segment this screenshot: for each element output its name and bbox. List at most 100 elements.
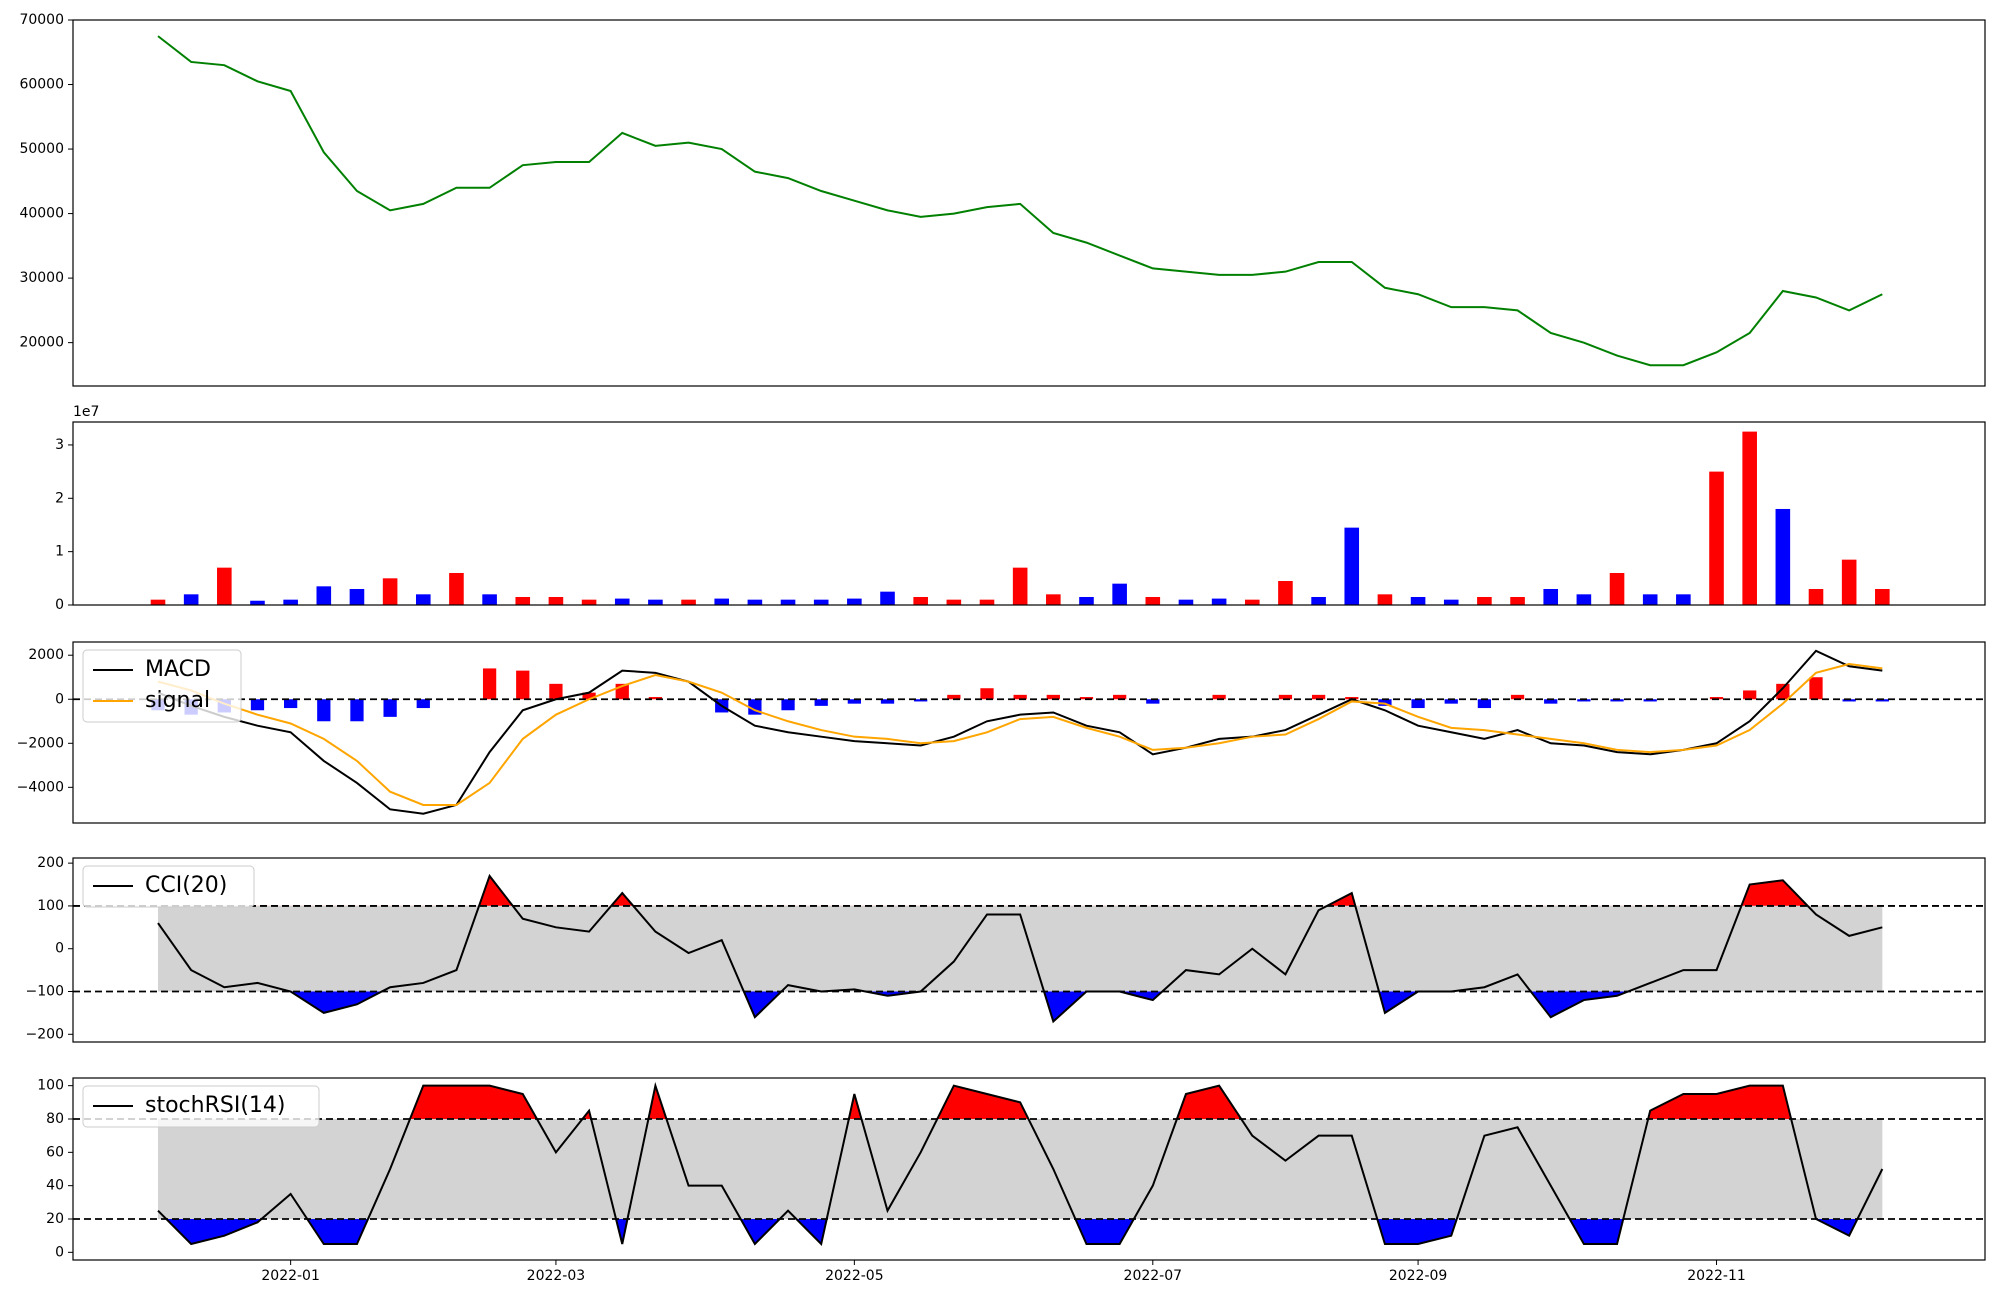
x-tick-label: 2022-11 bbox=[1687, 1268, 1746, 1284]
x-tick-label: 2022-05 bbox=[825, 1268, 884, 1284]
bar bbox=[780, 599, 796, 605]
histogram-bar bbox=[582, 692, 596, 700]
panel: −200 −100 0 100 200 CCI(20) bbox=[26, 855, 1986, 1043]
histogram-bar bbox=[781, 699, 795, 711]
line bbox=[157, 873, 1883, 1024]
histogram-bar bbox=[1411, 699, 1425, 709]
bar bbox=[1709, 471, 1724, 605]
histogram-bar bbox=[416, 699, 430, 709]
line bbox=[157, 649, 1883, 815]
y-tick-label: −100 bbox=[26, 984, 64, 1000]
histogram-bar bbox=[1577, 699, 1591, 702]
y-tick-label: 2000 bbox=[28, 647, 64, 663]
histogram-bar bbox=[1311, 694, 1326, 700]
bar bbox=[913, 596, 928, 605]
bar bbox=[1079, 596, 1094, 605]
bar bbox=[1443, 599, 1459, 605]
histogram-bar bbox=[549, 683, 563, 700]
bar bbox=[1775, 508, 1791, 605]
histogram-bar bbox=[1809, 677, 1823, 700]
y-tick-label: 40000 bbox=[19, 206, 64, 222]
panel: −4000 −2000 0 2000 MACD signal bbox=[17, 641, 1986, 824]
band-fill bbox=[158, 1119, 1883, 1219]
bar bbox=[880, 591, 895, 605]
y-tick-label: 2 bbox=[55, 490, 64, 506]
y-tick-label: 200 bbox=[37, 855, 64, 871]
panel: 0 1 2 3 1e7 bbox=[55, 404, 1986, 613]
y-tick-label: 0 bbox=[55, 597, 64, 613]
bar bbox=[1344, 527, 1360, 605]
histogram-bar bbox=[482, 668, 497, 700]
oversold-fill bbox=[158, 991, 1883, 1022]
x-tick-label: 2022-03 bbox=[527, 1268, 586, 1284]
legend-box bbox=[82, 649, 242, 723]
bar bbox=[183, 594, 199, 605]
histogram-bar bbox=[317, 699, 331, 722]
frame bbox=[72, 641, 1986, 824]
y-tick-label: 50000 bbox=[19, 141, 64, 157]
bar bbox=[1676, 594, 1691, 605]
plot-area bbox=[73, 873, 1985, 1024]
y-tick-label: 100 bbox=[37, 898, 64, 914]
y-tick-label: 0 bbox=[55, 1244, 64, 1260]
x-tick-label: 2022-09 bbox=[1389, 1268, 1448, 1284]
y-tick-label: 80 bbox=[46, 1111, 64, 1127]
offset-label: 1e7 bbox=[73, 404, 99, 420]
bar bbox=[415, 594, 431, 605]
histogram-bar bbox=[980, 688, 994, 700]
y-tick-label: 60000 bbox=[19, 77, 64, 93]
histogram-bar bbox=[814, 699, 828, 706]
histogram-bar bbox=[1643, 699, 1657, 702]
bar bbox=[581, 599, 597, 605]
bar bbox=[548, 596, 564, 605]
bar bbox=[283, 599, 298, 605]
bar bbox=[449, 572, 464, 605]
bar bbox=[946, 599, 962, 605]
bar bbox=[1012, 567, 1028, 605]
histogram-bar bbox=[880, 699, 895, 704]
histogram-bar bbox=[1046, 694, 1060, 700]
histogram-bar bbox=[250, 699, 265, 711]
bar bbox=[482, 594, 497, 605]
x-tick-label: 2022-01 bbox=[261, 1268, 320, 1284]
overbought-fill bbox=[158, 1085, 1883, 1119]
bar bbox=[747, 599, 763, 605]
histogram-bar bbox=[1743, 690, 1757, 700]
bar bbox=[150, 599, 166, 605]
panel: 0 20 40 60 80 100 stochRSI(14) 2022-01 2022-03 20… bbox=[37, 1077, 1986, 1284]
bar bbox=[614, 598, 630, 605]
bar bbox=[1211, 598, 1227, 605]
legend-box bbox=[82, 1085, 320, 1128]
bar bbox=[1244, 599, 1260, 605]
legend-box bbox=[82, 865, 255, 908]
plot-area bbox=[157, 35, 1883, 367]
bar bbox=[1178, 599, 1194, 605]
bar bbox=[1841, 559, 1857, 605]
y-tick-label: 70000 bbox=[19, 12, 64, 28]
bar bbox=[1642, 594, 1658, 605]
histogram-bar bbox=[1444, 699, 1458, 704]
histogram-bar bbox=[1875, 699, 1889, 702]
bar bbox=[813, 599, 829, 605]
legend-label: MACD bbox=[145, 657, 211, 682]
y-tick-label: 100 bbox=[37, 1078, 64, 1094]
bar bbox=[1510, 596, 1525, 605]
line bbox=[157, 35, 1883, 367]
y-tick-label: 1 bbox=[55, 544, 64, 560]
bar bbox=[1875, 588, 1890, 605]
legend-label: signal bbox=[145, 688, 210, 713]
bar bbox=[217, 567, 232, 605]
y-tick-label: 0 bbox=[55, 691, 64, 707]
x-tick-label: 2022-07 bbox=[1124, 1268, 1183, 1284]
histogram-bar bbox=[1544, 699, 1558, 704]
bar bbox=[382, 578, 398, 605]
legend-label: stochRSI(14) bbox=[145, 1093, 286, 1118]
y-tick-label: 3 bbox=[55, 437, 64, 453]
histogram-bar bbox=[1709, 697, 1724, 700]
bar bbox=[1576, 594, 1592, 605]
bar bbox=[1477, 596, 1492, 605]
y-tick-label: −4000 bbox=[17, 779, 64, 795]
bar bbox=[1046, 594, 1061, 605]
histogram-bar bbox=[383, 699, 397, 717]
bar bbox=[1145, 596, 1161, 605]
